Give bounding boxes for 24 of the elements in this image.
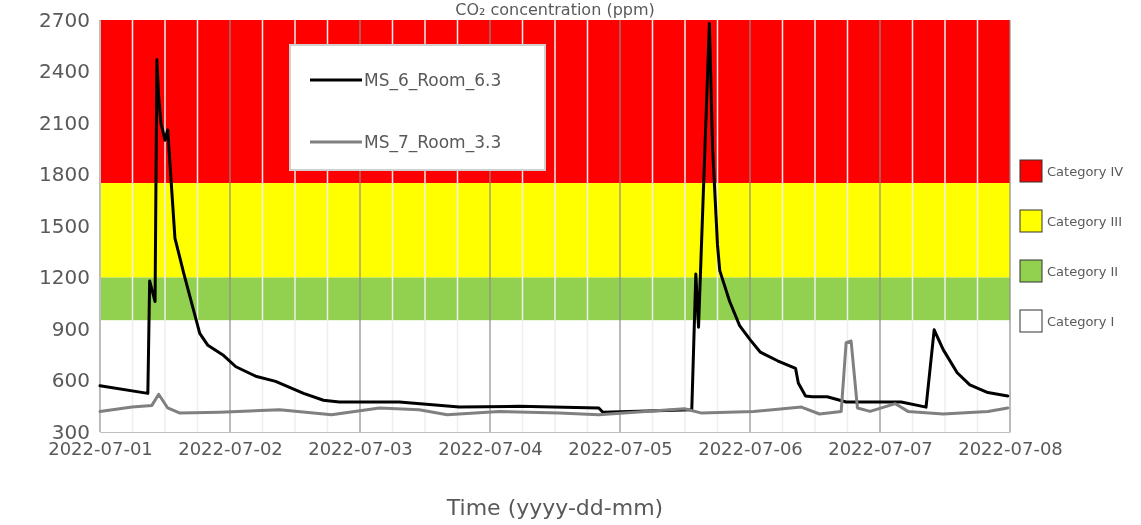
x-tick-label: 2022-07-06 <box>698 437 803 459</box>
y-tick-label: 1500 <box>39 213 90 238</box>
band-label: Category IV <box>1047 164 1124 179</box>
legend-label: MS_7_Room_3.3 <box>364 132 502 153</box>
legend-label: MS_6_Room_6.3 <box>364 70 502 91</box>
x-tick-label: 2022-07-02 <box>178 437 283 459</box>
y-tick-label: 1800 <box>39 162 90 187</box>
x-axis-title: Time (yyyy-dd-mm) <box>445 495 664 520</box>
x-tick-label: 2022-07-05 <box>568 437 673 459</box>
band-label: Category I <box>1047 314 1115 329</box>
y-tick-label: 600 <box>51 368 90 393</box>
y-tick-label: 1200 <box>39 265 90 290</box>
band-label: Category III <box>1047 214 1123 229</box>
line-series <box>98 21 1010 414</box>
y-tick-label: 900 <box>51 316 90 341</box>
y-tick-label: 2700 <box>39 7 90 32</box>
chart-title: CO₂ concentration (ppm) <box>455 0 655 19</box>
band-label: Category II <box>1047 264 1119 279</box>
x-tick-label: 2022-07-04 <box>438 437 543 459</box>
x-tick-label: 2022-07-07 <box>828 437 933 459</box>
x-tick-label: 2022-07-08 <box>958 437 1063 459</box>
y-tick-label: 2100 <box>39 110 90 135</box>
x-tick-label: 2022-07-03 <box>308 437 413 459</box>
y-tick-label: 2400 <box>39 59 90 84</box>
